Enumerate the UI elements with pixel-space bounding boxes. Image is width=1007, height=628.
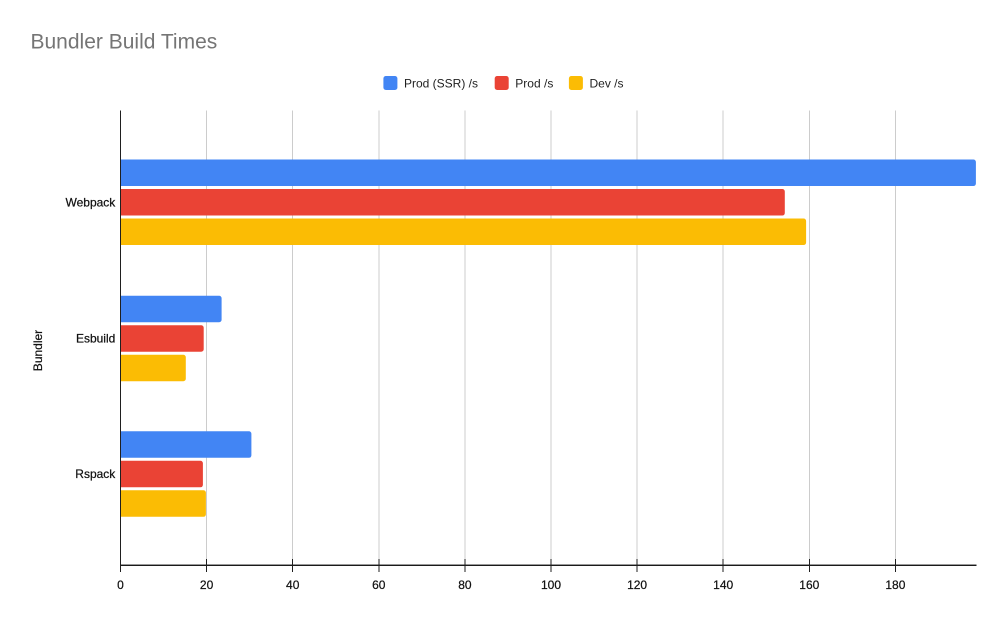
svg-text:160: 160 — [799, 578, 819, 592]
svg-text:40: 40 — [286, 578, 300, 592]
svg-text:Dev /s: Dev /s — [590, 76, 624, 90]
svg-text:60: 60 — [372, 578, 386, 592]
svg-text:Prod /s: Prod /s — [515, 76, 553, 90]
svg-text:140: 140 — [713, 578, 733, 592]
svg-text:Webpack: Webpack — [65, 195, 116, 209]
svg-text:Rspack: Rspack — [75, 467, 116, 481]
svg-text:Bundler Build Times: Bundler Build Times — [31, 30, 218, 53]
svg-text:Prod (SSR) /s: Prod (SSR) /s — [404, 76, 478, 90]
svg-text:180: 180 — [885, 578, 905, 592]
svg-text:Bundler: Bundler — [31, 330, 45, 371]
svg-text:120: 120 — [627, 578, 647, 592]
svg-text:80: 80 — [458, 578, 472, 592]
svg-text:100: 100 — [541, 578, 561, 592]
svg-text:0: 0 — [117, 578, 124, 592]
svg-text:20: 20 — [200, 578, 214, 592]
svg-text:Esbuild: Esbuild — [76, 332, 115, 346]
